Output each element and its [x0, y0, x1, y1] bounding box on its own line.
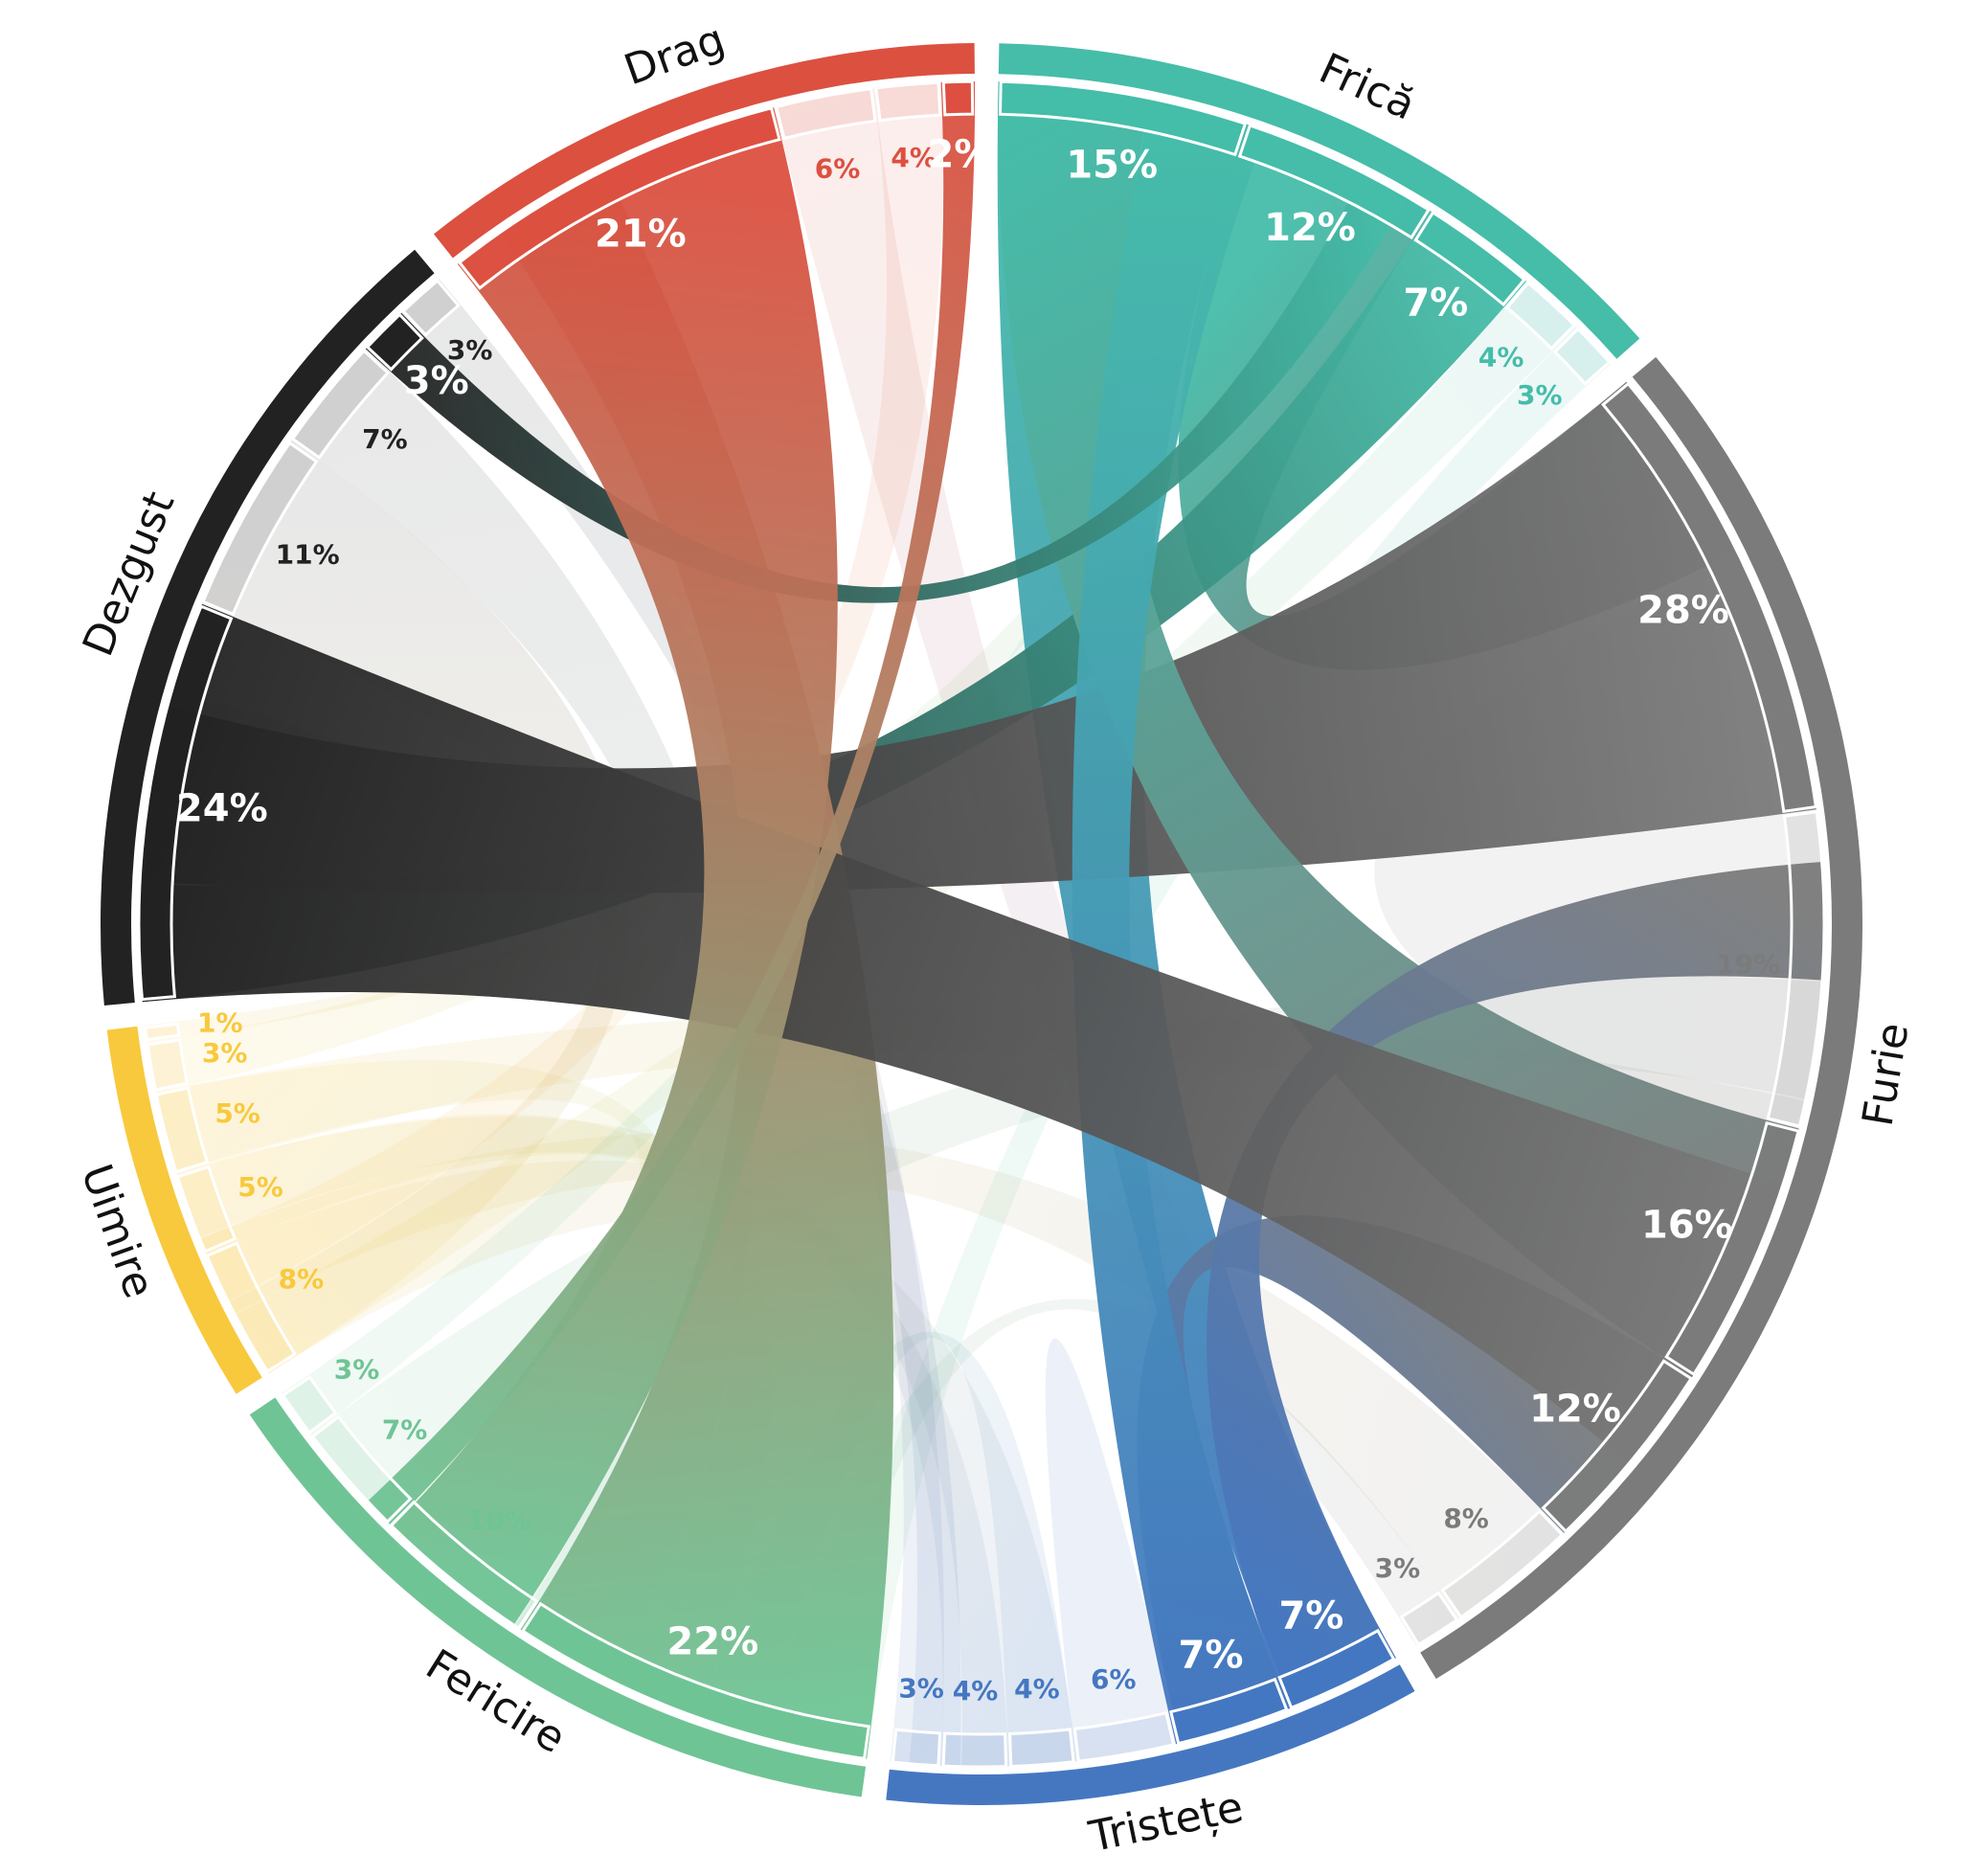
group-arc-tristete: [886, 1664, 1415, 1806]
ribbon-dezgust-to-uimire: [202, 441, 631, 1374]
ribbon-drag-to-fericire: [367, 81, 976, 1526]
segment-fericire-frica: [281, 1375, 338, 1435]
segment-fericire-drag: [520, 1601, 870, 1761]
percent-label-furie-6: 3%: [1375, 1552, 1421, 1584]
percent-label-uimire-5: 1%: [197, 1006, 243, 1038]
segment-uimire-tristete: [205, 1241, 298, 1374]
ribbon-furie-to-fericire: [765, 1299, 1459, 1751]
group-label-drag: Drag: [619, 15, 732, 96]
segment-drag-fericire: [941, 79, 975, 117]
ribbon-dezgust-to-furie: [139, 603, 1783, 1463]
segment-frica-tristete: [998, 79, 1248, 157]
segments-layer: [137, 79, 1826, 1769]
segment-dezgust-fericire: [290, 349, 391, 460]
ribbon-tristete-to-tristete: [1045, 1338, 1179, 1762]
percent-label-dezgust-4: 3%: [404, 359, 469, 403]
percent-label-fericire-4: 3%: [334, 1353, 380, 1385]
percent-label-dezgust-3: 7%: [362, 423, 408, 455]
group-arcs-layer: [100, 43, 1863, 1806]
segment-fericire-uimire: [389, 1500, 539, 1631]
percent-label-tristete-1: 7%: [1278, 1593, 1343, 1638]
percent-label-drag-3: 4%: [891, 142, 936, 173]
percent-label-uimire-2: 5%: [237, 1171, 283, 1203]
percent-label-frica-3: 7%: [1403, 281, 1468, 325]
percent-label-tristete-6: 3%: [898, 1673, 944, 1705]
percent-label-dezgust-5: 3%: [447, 334, 493, 366]
segment-frica-furie: [1237, 124, 1432, 240]
group-arc-fericire: [249, 1397, 867, 1797]
ribbon-tristete-to-furie: [1207, 862, 1824, 1709]
segment-fericire-furie: [310, 1414, 413, 1525]
segment-uimire-frica: [146, 1038, 190, 1092]
percent-label-furie-5: 8%: [1443, 1503, 1489, 1534]
segment-furie-uimire: [1440, 1508, 1565, 1619]
percent-label-tristete-2: 7%: [1179, 1633, 1244, 1677]
ribbon-dezgust-to-frica: [365, 172, 1409, 603]
segment-drag-fericire: [457, 105, 781, 290]
segment-uimire-furie: [154, 1086, 210, 1174]
percent-label-frica-4: 4%: [1478, 342, 1524, 373]
percent-label-drag-1: 21%: [595, 212, 687, 256]
ribbon-furie-to-uimire: [199, 1131, 1565, 1619]
group-arc-frica: [998, 43, 1640, 359]
segment-dezgust-tristete: [401, 278, 461, 337]
segment-furie-furie: [1766, 810, 1826, 1128]
percent-label-frica-1: 15%: [1066, 144, 1158, 188]
segment-frica-fericire: [1552, 327, 1612, 386]
segment-furie-dezgust: [1601, 381, 1818, 813]
segment-uimire-dezgust: [144, 1022, 181, 1042]
percent-label-furie-1: 28%: [1637, 589, 1729, 633]
ribbons-layer: [138, 81, 1824, 1768]
segment-tristete-furie: [1277, 1628, 1396, 1710]
segment-furie-frica: [1664, 1120, 1800, 1377]
percent-label-tristete-5: 4%: [953, 1675, 999, 1706]
group-arc-drag: [434, 43, 975, 259]
segment-tristete-uimire: [941, 1731, 1008, 1769]
percent-label-uimire-3: 5%: [214, 1097, 260, 1129]
percent-label-fericire-1: 22%: [666, 1619, 758, 1663]
segment-drag-tristete: [774, 86, 877, 141]
segment-dezgust-frica: [365, 312, 424, 372]
segment-uimire-fericire: [175, 1164, 237, 1254]
group-arc-furie: [1420, 356, 1863, 1680]
percent-label-dezgust-2: 11%: [276, 538, 340, 570]
ribbon-drag-to-fericire: [392, 107, 838, 1625]
segment-frica-uimire: [1504, 281, 1577, 350]
percent-label-tristete-4: 4%: [1014, 1673, 1060, 1705]
segment-tristete-fericire: [1008, 1728, 1075, 1769]
percentage-labels-layer: 15%12%7%4%3%28%19%16%12%8%3%7%7%6%4%4%3%…: [176, 132, 1780, 1706]
percent-label-frica-2: 12%: [1264, 206, 1356, 250]
group-label-furie: Furie: [1854, 1019, 1919, 1129]
group-arc-dezgust: [100, 249, 435, 1006]
segment-dezgust-uimire: [201, 441, 319, 617]
segment-dezgust-furie: [137, 604, 234, 1002]
percent-label-drag-4: 2%: [928, 132, 993, 176]
percent-label-tristete-3: 6%: [1091, 1663, 1137, 1695]
segment-drag-uimire: [874, 80, 942, 123]
percent-label-fericire-2: 10%: [467, 1504, 531, 1536]
group-arc-uimire: [106, 1026, 262, 1394]
segment-tristete-tristete: [1072, 1710, 1176, 1763]
segment-tristete-drag: [891, 1728, 942, 1768]
percent-label-fericire-3: 7%: [382, 1413, 428, 1445]
percent-label-furie-4: 12%: [1529, 1388, 1621, 1432]
ribbon-drag-to-uimire: [199, 82, 943, 1301]
percent-label-drag-2: 6%: [815, 152, 861, 184]
percent-label-furie-2: 19%: [1716, 949, 1780, 981]
ribbon-furie-to-dezgust: [140, 381, 1816, 893]
ribbon-fericire-to-drag: [499, 170, 894, 1759]
percent-label-uimire-4: 3%: [202, 1037, 248, 1069]
segment-furie-tristete: [1541, 1359, 1694, 1534]
percent-label-furie-3: 16%: [1641, 1204, 1733, 1248]
percent-label-dezgust-1: 24%: [176, 786, 268, 830]
ribbon-dezgust-to-fericire: [291, 349, 754, 1684]
segment-furie-fericire: [1399, 1591, 1459, 1647]
percent-label-frica-5: 3%: [1517, 379, 1563, 411]
segment-tristete-frica: [1168, 1677, 1289, 1746]
percent-label-uimire-1: 8%: [279, 1263, 325, 1295]
segment-frica-dezgust: [1413, 210, 1527, 307]
